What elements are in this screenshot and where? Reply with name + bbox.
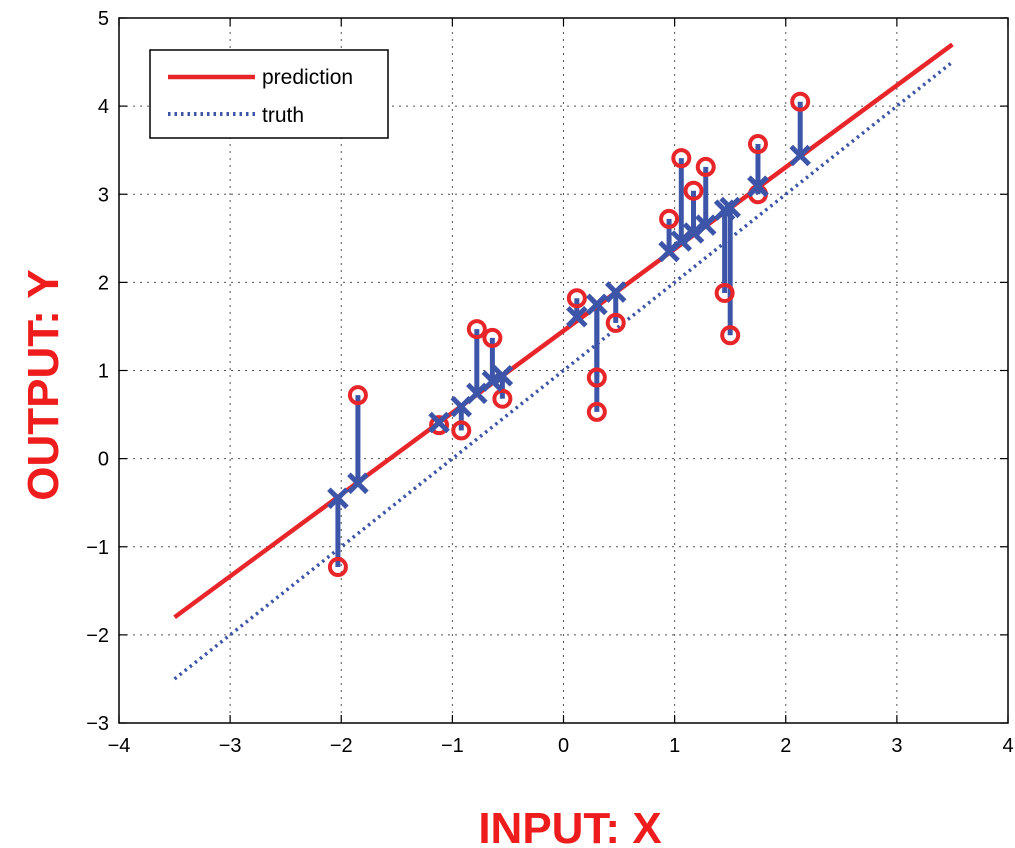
residual-lines	[335, 101, 803, 568]
legend-label-prediction: prediction	[262, 66, 353, 89]
observed-point	[492, 388, 513, 409]
predicted-point	[566, 305, 588, 328]
observed-point	[466, 319, 487, 340]
markers	[327, 91, 811, 578]
legend-label-truth: truth	[262, 104, 304, 127]
x-axis-title: INPUT: X	[478, 804, 661, 848]
y-tick-label: 2	[98, 272, 109, 294]
observed-point	[659, 208, 680, 229]
predicted-point	[789, 144, 811, 167]
predicted-point	[586, 293, 608, 316]
observed-point	[347, 385, 368, 406]
observed-point	[747, 134, 768, 155]
observed-point	[605, 312, 626, 333]
observed-point	[429, 415, 450, 436]
x-tick-label: 2	[780, 735, 791, 757]
y-tick-label: 3	[98, 184, 109, 206]
observed-point	[714, 282, 735, 303]
observed-point	[566, 288, 587, 309]
y-tick-label: 5	[98, 8, 109, 30]
prediction-line	[173, 42, 954, 620]
y-axis-title: OUTPUT: Y	[19, 269, 68, 500]
observed-point	[586, 367, 607, 388]
x-tick-label: −1	[441, 735, 464, 757]
observed-point	[586, 401, 607, 422]
x-tick-label: −4	[108, 735, 131, 757]
x-tick-label: 1	[669, 735, 680, 757]
y-tick-label: −3	[86, 713, 109, 735]
legend: prediction truth	[149, 49, 389, 139]
y-tick-label: 1	[98, 361, 109, 383]
predicted-point	[347, 472, 369, 495]
predicted-point	[604, 281, 627, 303]
predicted-point	[327, 487, 349, 510]
axes	[118, 17, 1009, 724]
y-tick-label: 4	[98, 96, 109, 118]
predicted-point	[491, 365, 514, 387]
x-tick-label: 3	[891, 735, 902, 757]
predicted-point	[682, 222, 705, 244]
truth-line	[173, 60, 954, 681]
observed-point	[671, 148, 692, 169]
series-lines	[173, 42, 954, 681]
observed-point	[790, 91, 811, 112]
observed-point	[482, 327, 503, 348]
x-tick-label: 0	[558, 735, 569, 757]
predicted-point	[694, 214, 717, 236]
x-tick-label: 4	[1002, 735, 1013, 757]
predicted-point	[428, 411, 450, 434]
legend-box	[149, 49, 389, 139]
observed-point	[720, 325, 741, 346]
predicted-point	[670, 230, 693, 252]
observed-point	[451, 420, 472, 441]
x-tick-label: −2	[330, 735, 353, 757]
predicted-point	[747, 175, 769, 198]
y-tick-label: 0	[98, 449, 109, 471]
observed-point	[695, 156, 716, 177]
observed-point	[327, 557, 348, 578]
y-tick-label: −2	[86, 625, 109, 647]
observed-point	[683, 180, 704, 201]
y-tick-label: −1	[86, 537, 109, 559]
predicted-point	[719, 196, 741, 219]
x-tick-label: −3	[219, 735, 242, 757]
